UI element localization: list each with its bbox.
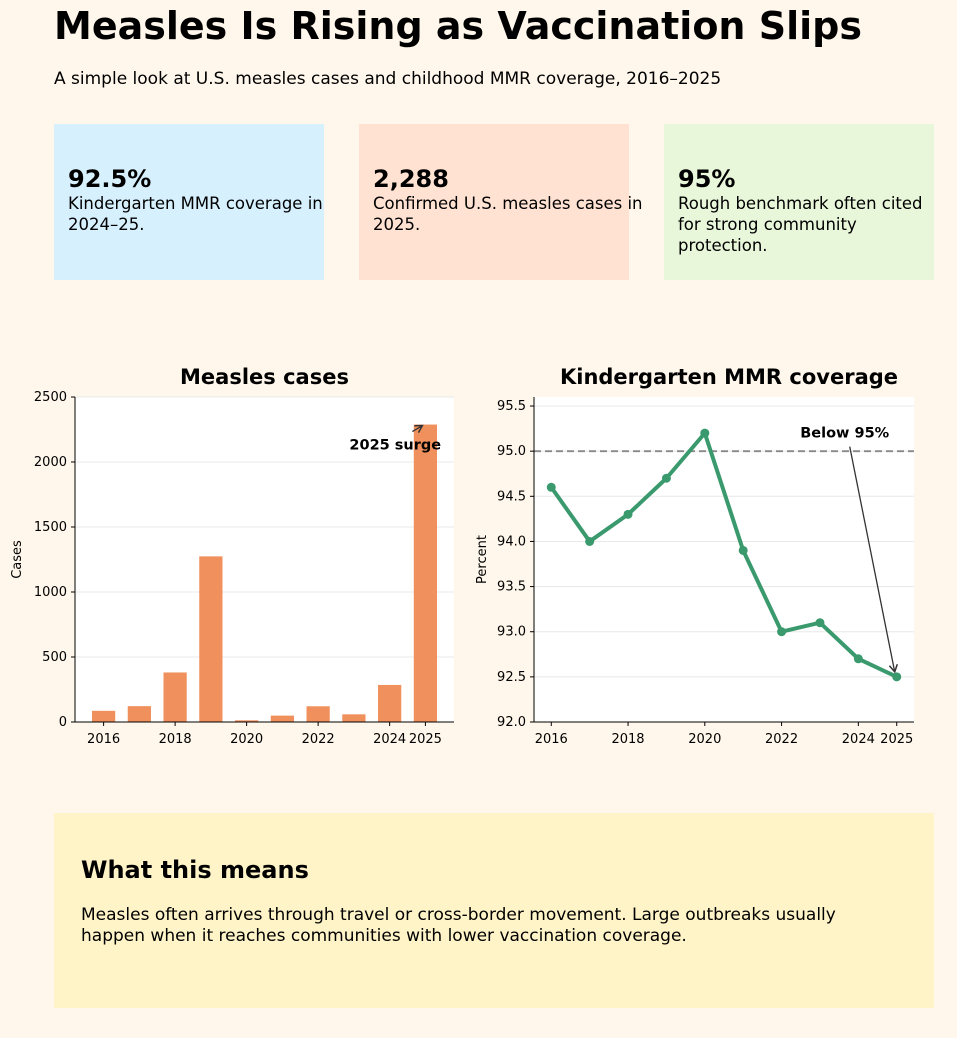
bar-2016 bbox=[91, 710, 116, 722]
coverage-stat-card: 92.5% Kindergarten MMR coverage in 2024–… bbox=[54, 124, 324, 280]
bar-y-tick-label: 0 bbox=[59, 715, 67, 730]
bar-annotation-arrow bbox=[412, 424, 424, 433]
page-title: Measles Is Rising as Vaccination Slips bbox=[54, 4, 862, 48]
bar-x-tick-label: 2016 bbox=[87, 732, 120, 747]
note-body: Measles often arrives through travel or … bbox=[81, 905, 836, 946]
line-x-tick-label: 2025 bbox=[880, 732, 913, 747]
coverage-point-2017 bbox=[585, 536, 595, 546]
bar-y-tick-label: 1500 bbox=[34, 520, 67, 535]
bar-2024 bbox=[378, 684, 402, 722]
coverage-point-2020 bbox=[700, 428, 710, 438]
bar-y-tick-label: 500 bbox=[42, 650, 67, 665]
coverage-point-2016 bbox=[546, 482, 556, 492]
what-this-means-panel: What this means Measles often arrives th… bbox=[54, 813, 934, 1008]
bar-x-tick-label: 2022 bbox=[302, 732, 335, 747]
coverage-stat-text: Kindergarten MMR coverage in 2024–25. bbox=[68, 194, 323, 234]
cases-stat-card: 2,288 Confirmed U.S. measles cases in 20… bbox=[359, 124, 643, 280]
note-title: What this means bbox=[81, 856, 309, 884]
bar-y-axis-label: Cases bbox=[10, 540, 25, 579]
line-y-tick-label: 95.0 bbox=[497, 444, 526, 459]
bar-x-tick-label: 2024 bbox=[373, 732, 406, 747]
bar-chart-title: Measles cases bbox=[180, 365, 349, 389]
bar-x-tick-label: 2025 bbox=[409, 732, 442, 747]
line-x-tick-label: 2020 bbox=[688, 732, 721, 747]
coverage-point-2025 bbox=[892, 672, 902, 682]
line-y-tick-label: 95.5 bbox=[497, 399, 526, 414]
cases-stat-value: 2,288 bbox=[373, 165, 449, 193]
line-chart-title: Kindergarten MMR coverage bbox=[560, 365, 898, 389]
cases-stat-text: Confirmed U.S. measles cases in 2025. bbox=[373, 194, 643, 234]
bar-annotation: 2025 surge bbox=[349, 438, 441, 454]
bar-2019 bbox=[199, 556, 223, 722]
line-y-axis-label: Percent bbox=[475, 535, 490, 584]
coverage-point-2018 bbox=[623, 509, 633, 519]
bar-2025 bbox=[413, 424, 438, 722]
line-annotation: Below 95% bbox=[800, 426, 889, 442]
page-subtitle: A simple look at U.S. measles cases and … bbox=[54, 69, 722, 89]
coverage-point-2021 bbox=[738, 545, 748, 555]
bar-2017 bbox=[127, 706, 151, 722]
bar-plot-area bbox=[75, 397, 454, 722]
line-y-tick-label: 92.5 bbox=[497, 670, 526, 685]
bar-y-tick-label: 2500 bbox=[34, 390, 67, 405]
coverage-point-2019 bbox=[661, 473, 671, 483]
line-y-tick-label: 94.5 bbox=[497, 489, 526, 504]
charts-canvas: 0 500 1000 1500 2000 2500 2016 2018 2020 2022 2024… bbox=[10, 365, 914, 747]
bar-2018 bbox=[163, 672, 187, 722]
coverage-stat-value: 92.5% bbox=[68, 165, 152, 193]
bar-y-tick-label: 1000 bbox=[34, 585, 67, 600]
benchmark-stat-value: 95% bbox=[678, 165, 736, 193]
line-x-tick-label: 2024 bbox=[842, 732, 875, 747]
line-y-tick-label: 92.0 bbox=[497, 715, 526, 730]
line-y-tick-label: 94.0 bbox=[497, 534, 526, 549]
coverage-point-2024 bbox=[853, 654, 863, 664]
bar-2021 bbox=[270, 715, 294, 722]
line-plot-area bbox=[534, 397, 914, 722]
bar-2023 bbox=[342, 714, 366, 722]
benchmark-stat-card: 95% Rough benchmark often cited for stro… bbox=[664, 124, 934, 280]
bar-x-tick-label: 2020 bbox=[230, 732, 263, 747]
bar-y-tick-label: 2000 bbox=[34, 455, 67, 470]
coverage-series-line bbox=[549, 431, 898, 679]
bar-2020 bbox=[235, 720, 259, 722]
line-y-tick-label: 93.5 bbox=[497, 580, 526, 595]
bar-2022 bbox=[306, 706, 330, 722]
coverage-point-2023 bbox=[815, 618, 825, 628]
benchmark-stat-text: Rough benchmark often cited for strong c… bbox=[678, 194, 923, 255]
line-x-tick-label: 2022 bbox=[765, 732, 798, 747]
line-x-tick-label: 2018 bbox=[611, 732, 644, 747]
line-annotation-arrow bbox=[849, 446, 898, 674]
line-y-tick-label: 93.0 bbox=[497, 625, 526, 640]
coverage-point-2022 bbox=[777, 627, 787, 637]
line-x-tick-label: 2016 bbox=[535, 732, 568, 747]
bar-x-tick-label: 2018 bbox=[159, 732, 192, 747]
